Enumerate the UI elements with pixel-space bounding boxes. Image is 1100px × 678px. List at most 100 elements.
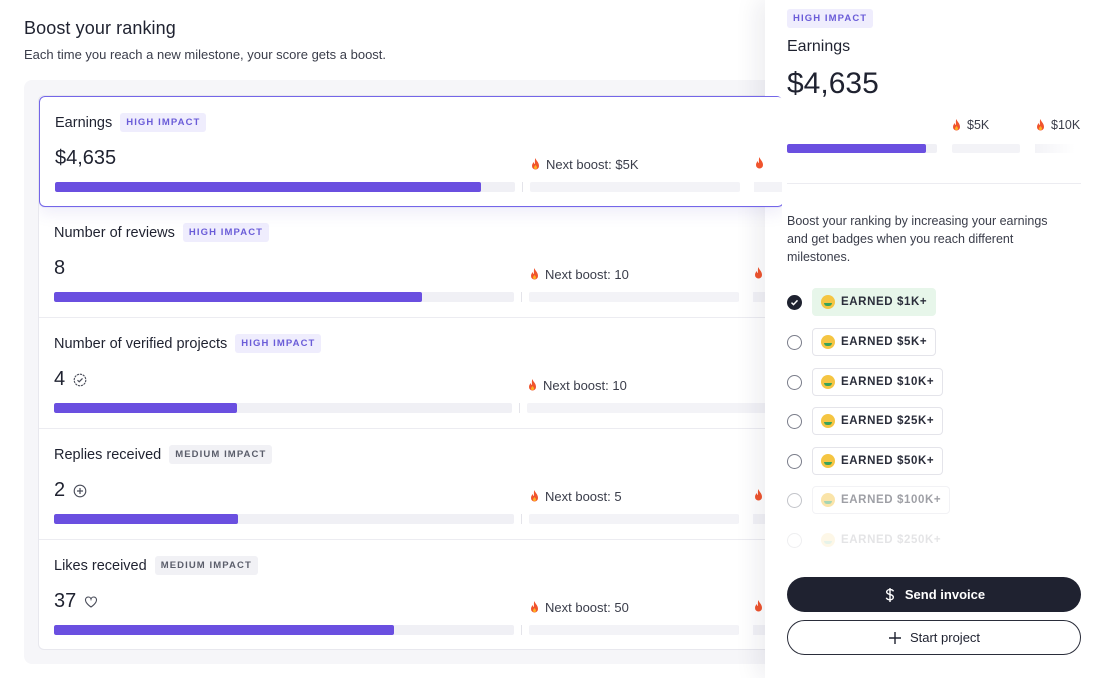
milestone-chip: EARNED $100K+ [812,486,951,514]
milestone-chip-label: EARNED $1K+ [841,296,928,308]
progress-fill [54,403,238,413]
side-panel-description: Boost your ranking by increasing your ea… [787,214,1048,264]
next-boost: Next boost: $5K [530,157,639,172]
metric-name: Number of reviews [54,224,175,241]
flame-icon [755,267,762,279]
metric-value: 2 [54,479,87,502]
side-panel-amount: $4,635 [787,67,879,100]
future-milestone-track [754,182,782,192]
milestone-item[interactable]: EARNED $100K+ [787,486,951,514]
heart-icon [85,596,98,608]
progress-bar [54,625,514,635]
metric-row-reviews[interactable]: Number of reviews HIGH IMPACT 8 Next boo… [39,207,782,318]
divider [787,183,1081,184]
impact-badge: HIGH IMPACT [182,223,270,242]
milestone-label-text: $5K [967,118,990,132]
progress-bar [54,403,512,413]
money-face-icon [821,454,835,468]
page-subtitle: Each time you reach a new milestone, you… [24,47,387,62]
metric-value-text: $4,635 [55,147,117,169]
money-face-icon [821,533,835,547]
impact-badge: MEDIUM IMPACT [154,556,258,575]
flame-icon [755,489,762,501]
dollar-icon [885,587,895,602]
send-invoice-label: Send invoice [904,587,986,602]
milestone-item[interactable]: EARNED $50K+ [787,447,944,475]
check-badge-icon [73,373,87,386]
metric-name: Earnings [55,114,113,131]
milestone-item[interactable]: EARNED $10K+ [787,368,944,396]
next-boost: Next boost: 5 [529,489,622,504]
progress-bar [55,182,515,192]
milestone-item[interactable]: EARNED $1K+ [787,288,937,316]
metric-value: $4,635 [55,147,116,170]
metrics-card: Earnings HIGH IMPACT $4,635 Next boost: … [38,95,783,650]
progress-bar [54,514,514,524]
impact-badge: HIGH IMPACT [235,334,322,353]
impact-badge: MEDIUM IMPACT [169,445,273,464]
progress-divider [521,292,522,302]
flame-icon [1037,118,1044,130]
next-boost-label: Next boost: 10 [545,267,629,282]
metric-value: 8 [54,257,65,280]
progress-divider [519,403,520,413]
send-invoice-button[interactable]: Send invoice [787,577,1081,612]
radio-icon[interactable] [787,334,802,350]
metric-value: 4 [54,368,87,391]
metric-value-text: 8 [54,257,66,279]
radio-icon[interactable] [787,413,802,429]
money-face-icon [821,295,835,309]
flame-icon [755,600,762,612]
flame-icon [953,118,960,130]
next-boost-label: Next boost: 50 [545,600,629,615]
start-project-label: Start project [909,630,981,645]
progress-fill [54,514,238,524]
next-boost: Next boost: 50 [529,600,629,615]
progress-divider [521,514,522,524]
metric-row-replies[interactable]: Replies received MEDIUM IMPACT 2 Next bo… [39,429,782,540]
side-panel-title: Earnings [787,38,851,55]
flame-icon [531,268,538,280]
milestone-chip: EARNED $1K+ [812,288,937,316]
metric-row-likes[interactable]: Likes received MEDIUM IMPACT 37 Next boo… [39,540,782,649]
radio-icon[interactable] [787,453,802,469]
metric-value-text: 4 [54,368,66,390]
milestone-chip-label: EARNED $250K+ [841,534,942,546]
earnings-side-panel: HIGH IMPACT Earnings $4,635 $5K $10K Boo… [765,0,1100,678]
metric-row-earnings[interactable]: Earnings HIGH IMPACT $4,635 Next boost: … [39,96,782,207]
milestone-chip: EARNED $250K+ [812,526,951,554]
impact-badge: HIGH IMPACT [787,9,874,28]
radio-icon[interactable] [787,374,802,390]
milestone-chip-label: EARNED $100K+ [841,494,942,506]
metric-value: 37 [54,590,98,613]
next-milestone-track [530,182,740,192]
checked-radio-icon[interactable] [787,294,802,310]
progress-fill [54,625,395,635]
milestone-chip: EARNED $10K+ [812,368,944,396]
next-boost-label: Next boost: 5 [545,489,622,504]
money-face-icon [821,375,835,389]
milestone-item[interactable]: EARNED $25K+ [787,407,944,435]
future-milestone-track [1035,144,1075,153]
metric-value-text: 2 [54,479,66,501]
radio-icon[interactable] [787,492,802,508]
metric-row-verified-projects[interactable]: Number of verified projects HIGH IMPACT … [39,318,782,429]
metric-name: Number of verified projects [54,335,228,352]
milestone-label: $10K [1035,118,1080,132]
milestone-item[interactable]: EARNED $5K+ [787,328,937,356]
next-milestone-track [529,292,739,302]
milestone-item[interactable]: EARNED $250K+ [787,526,951,554]
metric-name: Likes received [54,557,147,574]
radio-icon[interactable] [787,532,802,548]
flame-icon [756,157,763,169]
milestone-chip-label: EARNED $5K+ [841,336,928,348]
milestone-chip-label: EARNED $25K+ [841,415,935,427]
milestone-chip: EARNED $50K+ [812,447,944,475]
start-project-button[interactable]: Start project [787,620,1081,655]
next-boost-label: Next boost: $5K [546,157,639,172]
next-boost-label: Next boost: 10 [543,378,627,393]
next-milestone-track [527,403,782,413]
metric-value-text: 37 [54,590,77,612]
milestone-chip: EARNED $25K+ [812,407,944,435]
progress-fill [55,182,481,192]
